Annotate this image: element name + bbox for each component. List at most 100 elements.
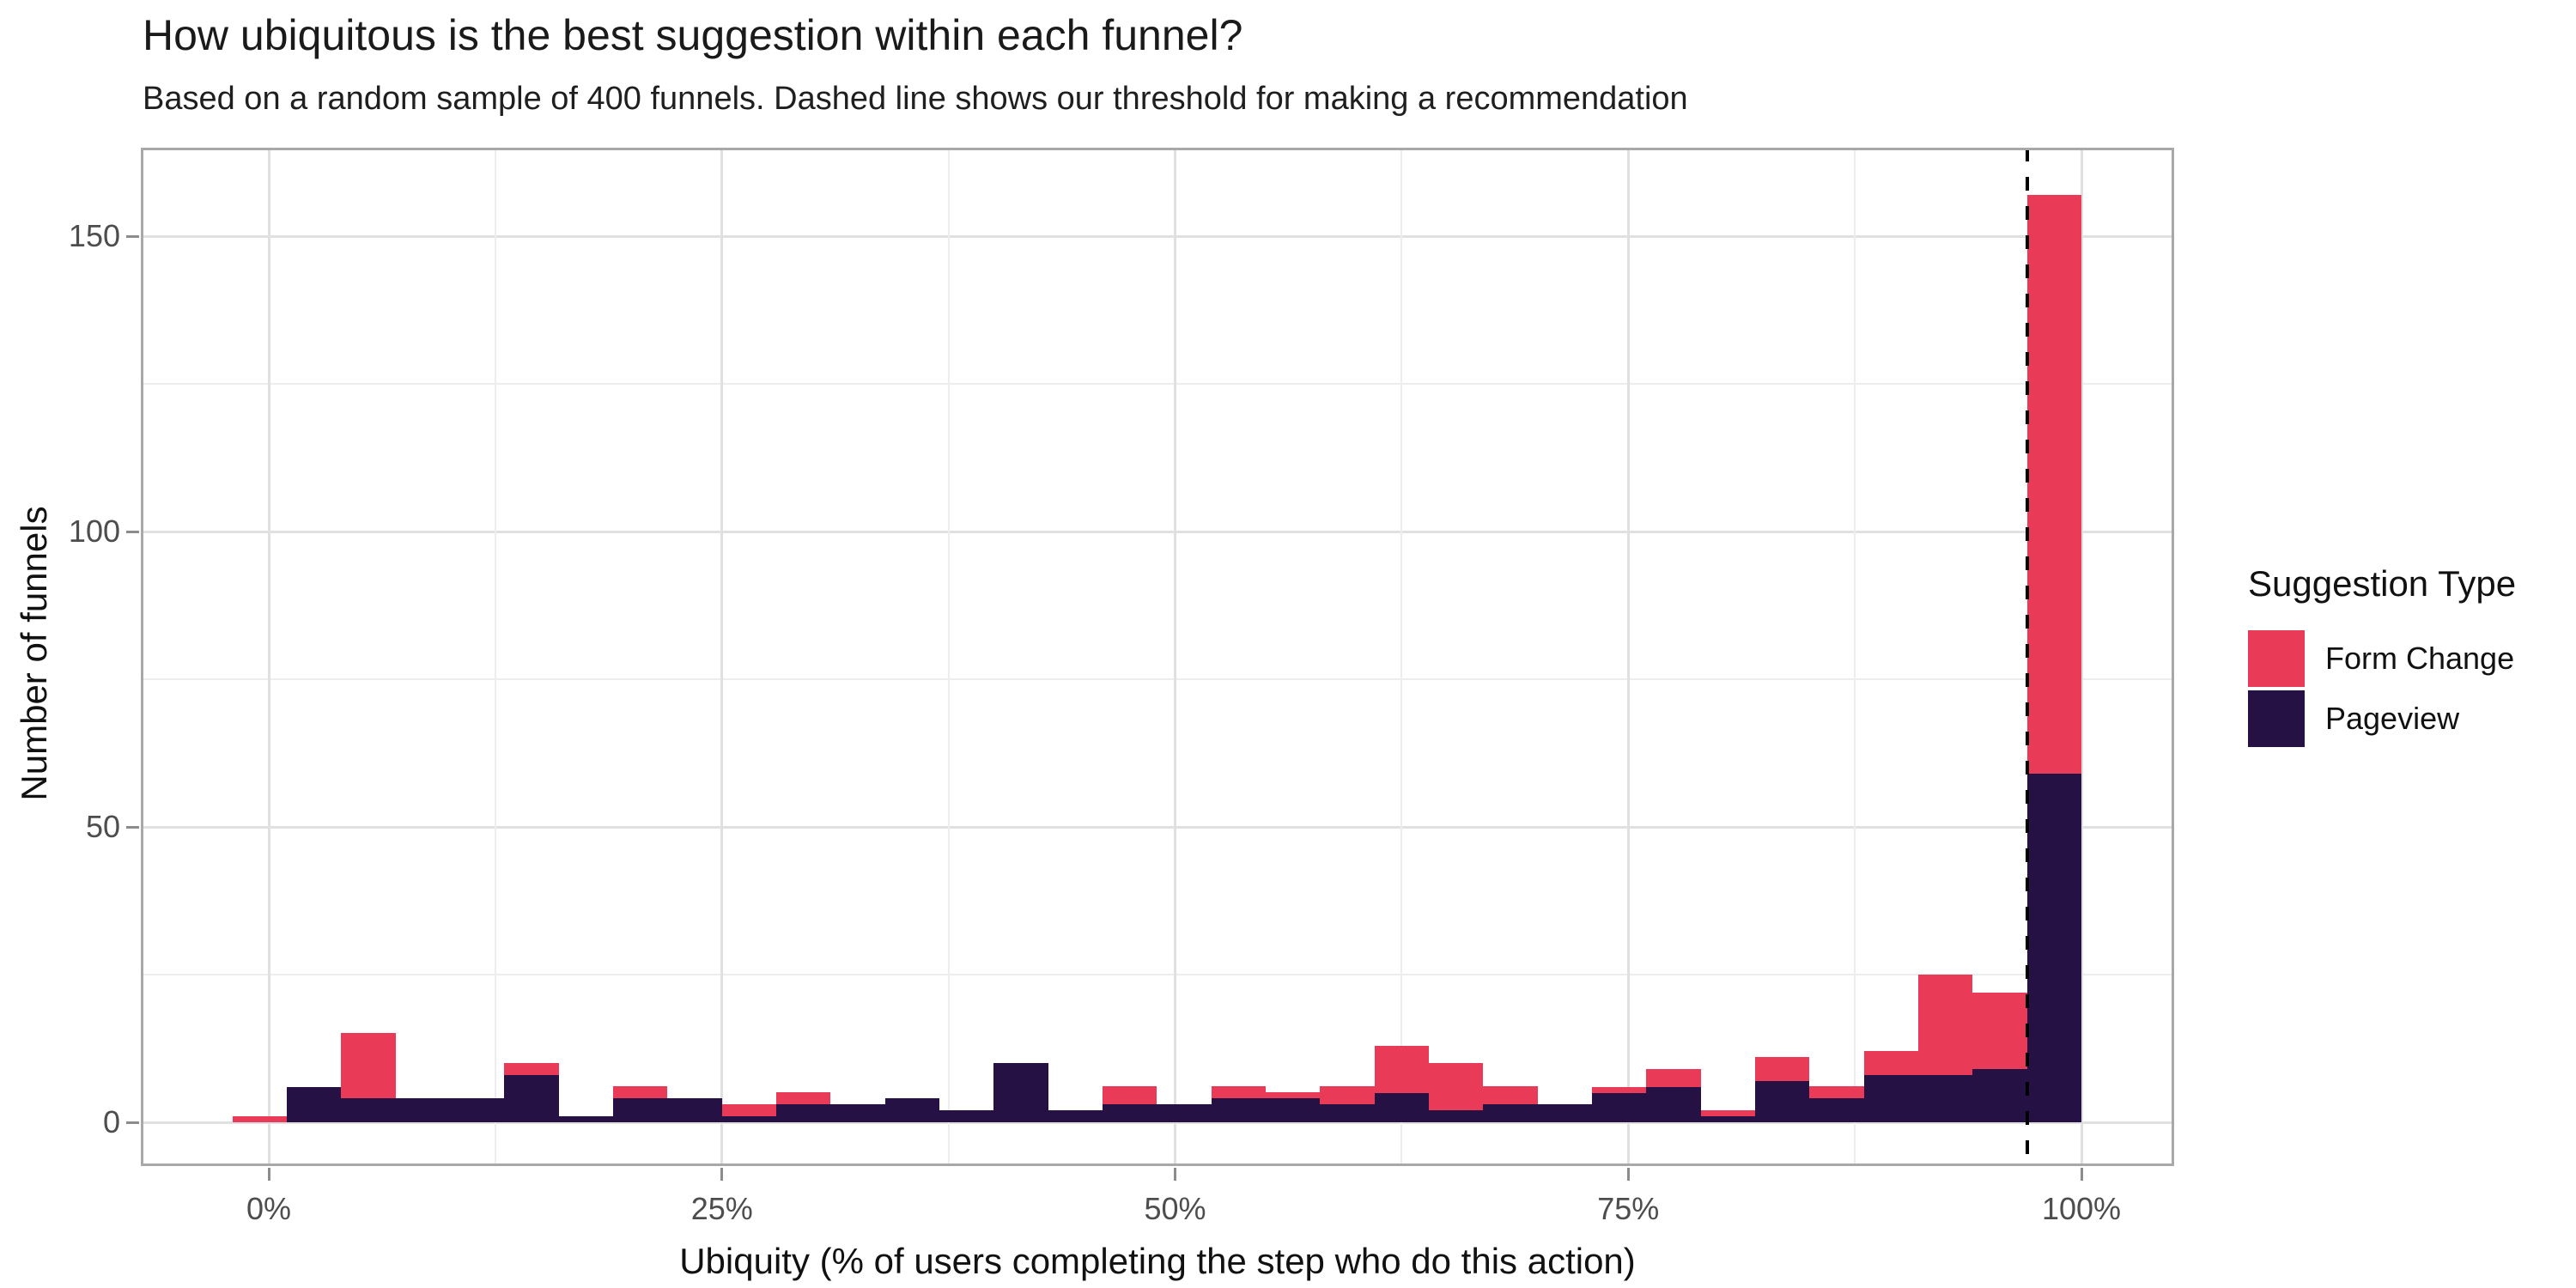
histogram-bar-form-change [1701, 1110, 1755, 1116]
histogram-bar-pageview [1483, 1104, 1538, 1122]
histogram-bar-pageview [341, 1098, 396, 1122]
histogram-bar-pageview [939, 1110, 993, 1122]
y-axis-tick [126, 530, 139, 533]
histogram-bar-pageview [1266, 1098, 1320, 1122]
histogram-bar-pageview [1375, 1093, 1429, 1122]
x-major-gridline [2080, 148, 2083, 1166]
x-axis-tick [1626, 1168, 1630, 1181]
histogram-bar-pageview [1538, 1104, 1592, 1122]
histogram-bar-form-change [1483, 1086, 1538, 1104]
histogram-bar-pageview [1048, 1110, 1103, 1122]
legend-title: Suggestion Type [2248, 563, 2517, 604]
x-axis-tick-label: 0% [246, 1191, 292, 1226]
histogram-bar-form-change [1972, 993, 2027, 1069]
histogram-bar-pageview [504, 1075, 559, 1122]
x-minor-gridline [947, 148, 950, 1166]
histogram-bar-form-change [2027, 195, 2081, 774]
histogram-bar-pageview [1103, 1104, 1157, 1122]
y-axis-tick [126, 1121, 139, 1124]
x-axis-tick [720, 1168, 724, 1181]
histogram-bar-pageview [722, 1116, 776, 1122]
y-axis-tick-label: 100 [68, 513, 120, 549]
histogram-bar-pageview [1809, 1098, 1864, 1122]
y-axis-tick [126, 234, 139, 238]
legend-item-pageview: Pageview [2248, 690, 2516, 747]
histogram-bar-pageview [1320, 1104, 1375, 1122]
histogram-bar-pageview [885, 1098, 939, 1122]
legend-item-form-change: Form Change [2248, 630, 2516, 687]
histogram-bar-pageview [2027, 774, 2081, 1122]
x-axis-tick-label: 75% [1597, 1191, 1660, 1226]
histogram-bar-pageview [559, 1116, 613, 1122]
x-minor-gridline [494, 148, 496, 1166]
histogram-bar-form-change [1592, 1087, 1646, 1093]
x-axis-tick [2080, 1168, 2083, 1181]
x-major-gridline [720, 148, 724, 1166]
histogram-bar-pageview [1592, 1093, 1646, 1122]
y-minor-gridline [141, 974, 2174, 975]
x-major-gridline [1174, 148, 1176, 1166]
histogram-bar-pageview [396, 1098, 450, 1122]
histogram-bar-pageview [667, 1098, 722, 1122]
y-axis-tick-label: 50 [85, 809, 120, 844]
histogram-bar-pageview [1918, 1075, 1972, 1122]
y-axis-tick [126, 825, 139, 829]
y-axis-tick-label: 150 [68, 218, 120, 253]
chart-title: How ubiquitous is the best suggestion wi… [143, 11, 1243, 59]
x-major-gridline [1626, 148, 1630, 1166]
histogram-bar-form-change [504, 1063, 559, 1075]
x-major-gridline [267, 148, 270, 1166]
threshold-dashed-line [2025, 148, 2029, 1166]
legend: Suggestion Type Form Change Pageview [2248, 563, 2516, 750]
y-axis-tick-label: 0 [102, 1104, 120, 1139]
histogram-bar-form-change [341, 1033, 396, 1098]
histogram-bar-pageview [450, 1098, 504, 1122]
y-major-gridline [141, 530, 2174, 533]
histogram-bar-pageview [1755, 1081, 1809, 1122]
histogram-bar-pageview [1864, 1075, 1918, 1122]
histogram-bar-pageview [830, 1104, 885, 1122]
histogram-bar-pageview [776, 1104, 830, 1122]
legend-label-form-change: Form Change [2325, 641, 2515, 676]
x-axis-tick-label: 50% [1144, 1191, 1206, 1226]
histogram-bar-pageview [1701, 1116, 1755, 1122]
y-minor-gridline [141, 678, 2174, 680]
x-axis-tick [267, 1168, 270, 1181]
histogram-bar-form-change [1864, 1051, 1918, 1075]
plot-panel [141, 148, 2174, 1166]
y-major-gridline [141, 1121, 2174, 1124]
histogram-bar-form-change [1103, 1086, 1157, 1104]
histogram-bar-form-change [1266, 1092, 1320, 1098]
y-axis-title: Number of funnels [14, 506, 54, 801]
histogram-bar-form-change [1809, 1086, 1864, 1098]
histogram-bar-form-change [1320, 1086, 1375, 1104]
x-axis-tick [1174, 1168, 1176, 1181]
histogram-bar-form-change [613, 1086, 667, 1098]
x-axis-tick-label: 100% [2041, 1191, 2122, 1226]
histogram-bar-form-change [776, 1092, 830, 1104]
histogram-bar-form-change [1755, 1057, 1809, 1081]
histogram-bar-form-change [1918, 975, 1972, 1075]
histogram-bar-pageview [613, 1098, 667, 1122]
y-major-gridline [141, 825, 2174, 829]
histogram-bar-form-change [1375, 1046, 1429, 1093]
histogram-bar-pageview [1646, 1087, 1701, 1122]
x-axis-title: Ubiquity (% of users completing the step… [679, 1241, 1636, 1281]
histogram-bar-form-change [1212, 1086, 1266, 1098]
histogram-bar-form-change [1646, 1069, 1701, 1087]
histogram-bar-pageview [993, 1063, 1048, 1122]
y-major-gridline [141, 234, 2174, 238]
histogram-bar-pageview [1157, 1104, 1212, 1122]
histogram-bar-form-change [233, 1116, 287, 1122]
legend-label-pageview: Pageview [2325, 701, 2460, 736]
chart-subtitle: Based on a random sample of 400 funnels.… [143, 81, 1688, 117]
histogram-bar-form-change [722, 1104, 776, 1116]
form-change-swatch-icon [2248, 630, 2305, 687]
histogram-bar-pageview [1972, 1069, 2027, 1122]
histogram-bar-pageview [1429, 1110, 1483, 1122]
x-minor-gridline [1400, 148, 1403, 1166]
pageview-swatch-icon [2248, 690, 2305, 747]
histogram-bar-form-change [1429, 1063, 1483, 1110]
x-minor-gridline [1854, 148, 1856, 1166]
